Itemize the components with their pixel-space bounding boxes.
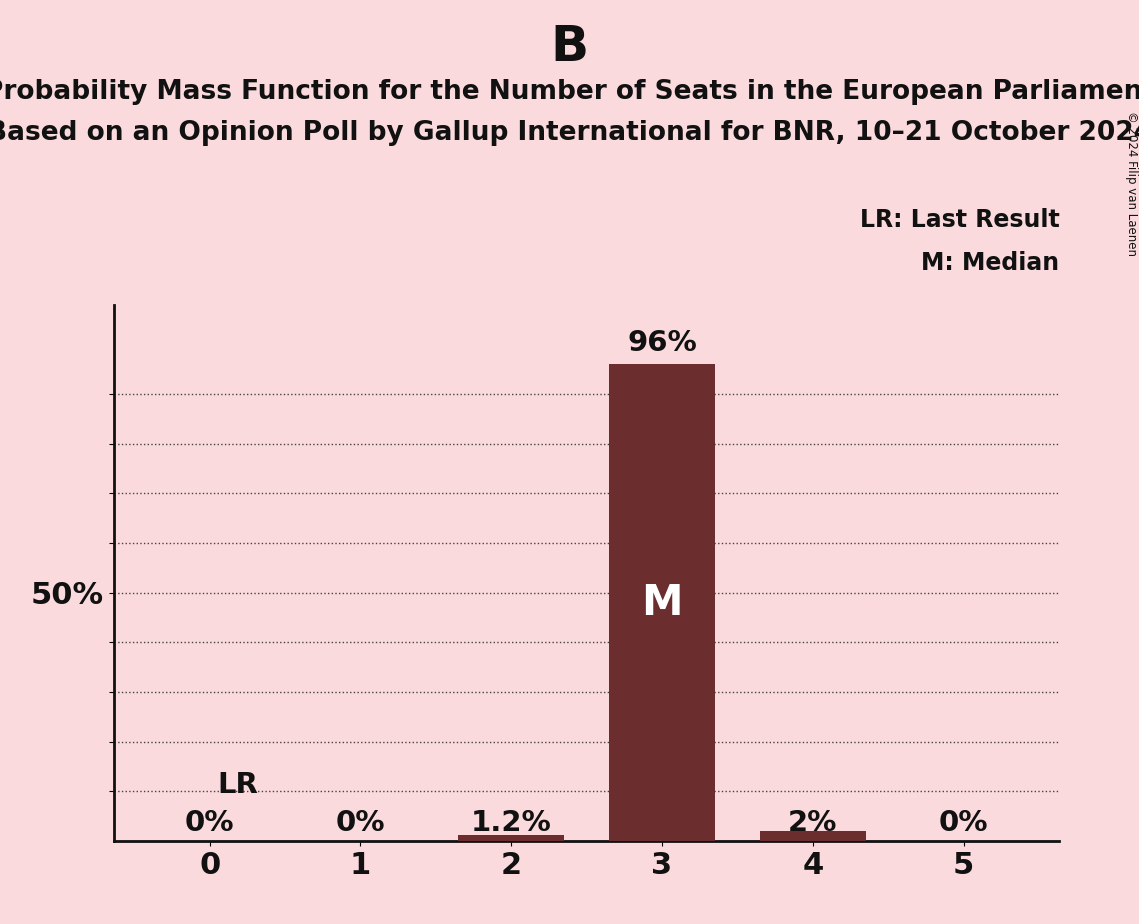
Text: © 2024 Filip van Laenen: © 2024 Filip van Laenen	[1124, 111, 1138, 256]
Text: 0%: 0%	[336, 808, 385, 837]
Bar	[760, 831, 866, 841]
Bar	[609, 364, 715, 841]
Text: 0%: 0%	[185, 808, 235, 837]
Text: Probability Mass Function for the Number of Seats in the European Parliament: Probability Mass Function for the Number…	[0, 79, 1139, 104]
Text: M: Median: M: Median	[921, 251, 1059, 275]
Text: LR: LR	[218, 771, 259, 798]
Text: B: B	[550, 23, 589, 71]
Text: Based on an Opinion Poll by Gallup International for BNR, 10–21 October 2024: Based on an Opinion Poll by Gallup Inter…	[0, 120, 1139, 146]
Text: 96%: 96%	[628, 329, 697, 357]
Text: LR: Last Result: LR: Last Result	[860, 209, 1059, 233]
Text: 0%: 0%	[939, 808, 989, 837]
Text: 2%: 2%	[788, 808, 837, 837]
Text: M: M	[641, 581, 682, 624]
Text: 1.2%: 1.2%	[470, 808, 551, 837]
Bar	[458, 835, 564, 841]
